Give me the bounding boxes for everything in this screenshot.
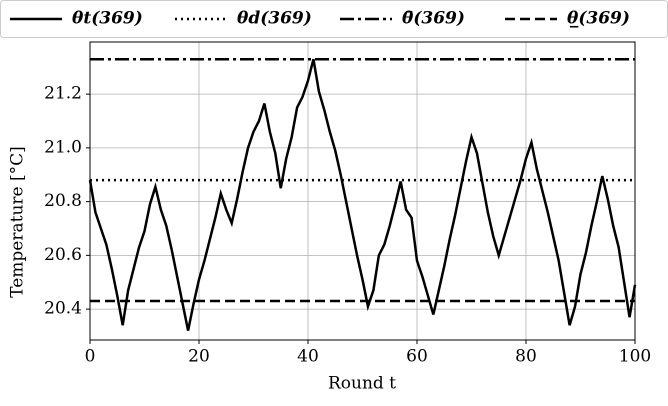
legend-label: θ̲(369) (567, 9, 630, 29)
y-tick-label: 21.2 (44, 84, 82, 104)
data-line (88, 58, 637, 331)
x-axis-label: Round t (328, 374, 396, 394)
legend-label: θd(369) (237, 9, 312, 29)
x-tick-label: 20 (188, 347, 210, 367)
x-tick-label: 60 (406, 347, 428, 367)
y-tick-label: 21.0 (44, 137, 82, 157)
y-axis-label: Temperature [°C] (8, 146, 28, 298)
x-tick-label: 100 (619, 347, 651, 367)
plot-frame (89, 41, 636, 341)
x-tick-label: 0 (85, 347, 96, 367)
legend-label: θ̄(369) (402, 9, 465, 29)
x-tick-label: 80 (515, 347, 537, 367)
legend-label: θt(369) (72, 9, 143, 29)
y-tick-label: 20.4 (44, 299, 82, 319)
x-tick-label: 40 (297, 347, 319, 367)
y-tick-label: 20.8 (44, 191, 82, 211)
y-tick-label: 20.6 (44, 245, 82, 265)
